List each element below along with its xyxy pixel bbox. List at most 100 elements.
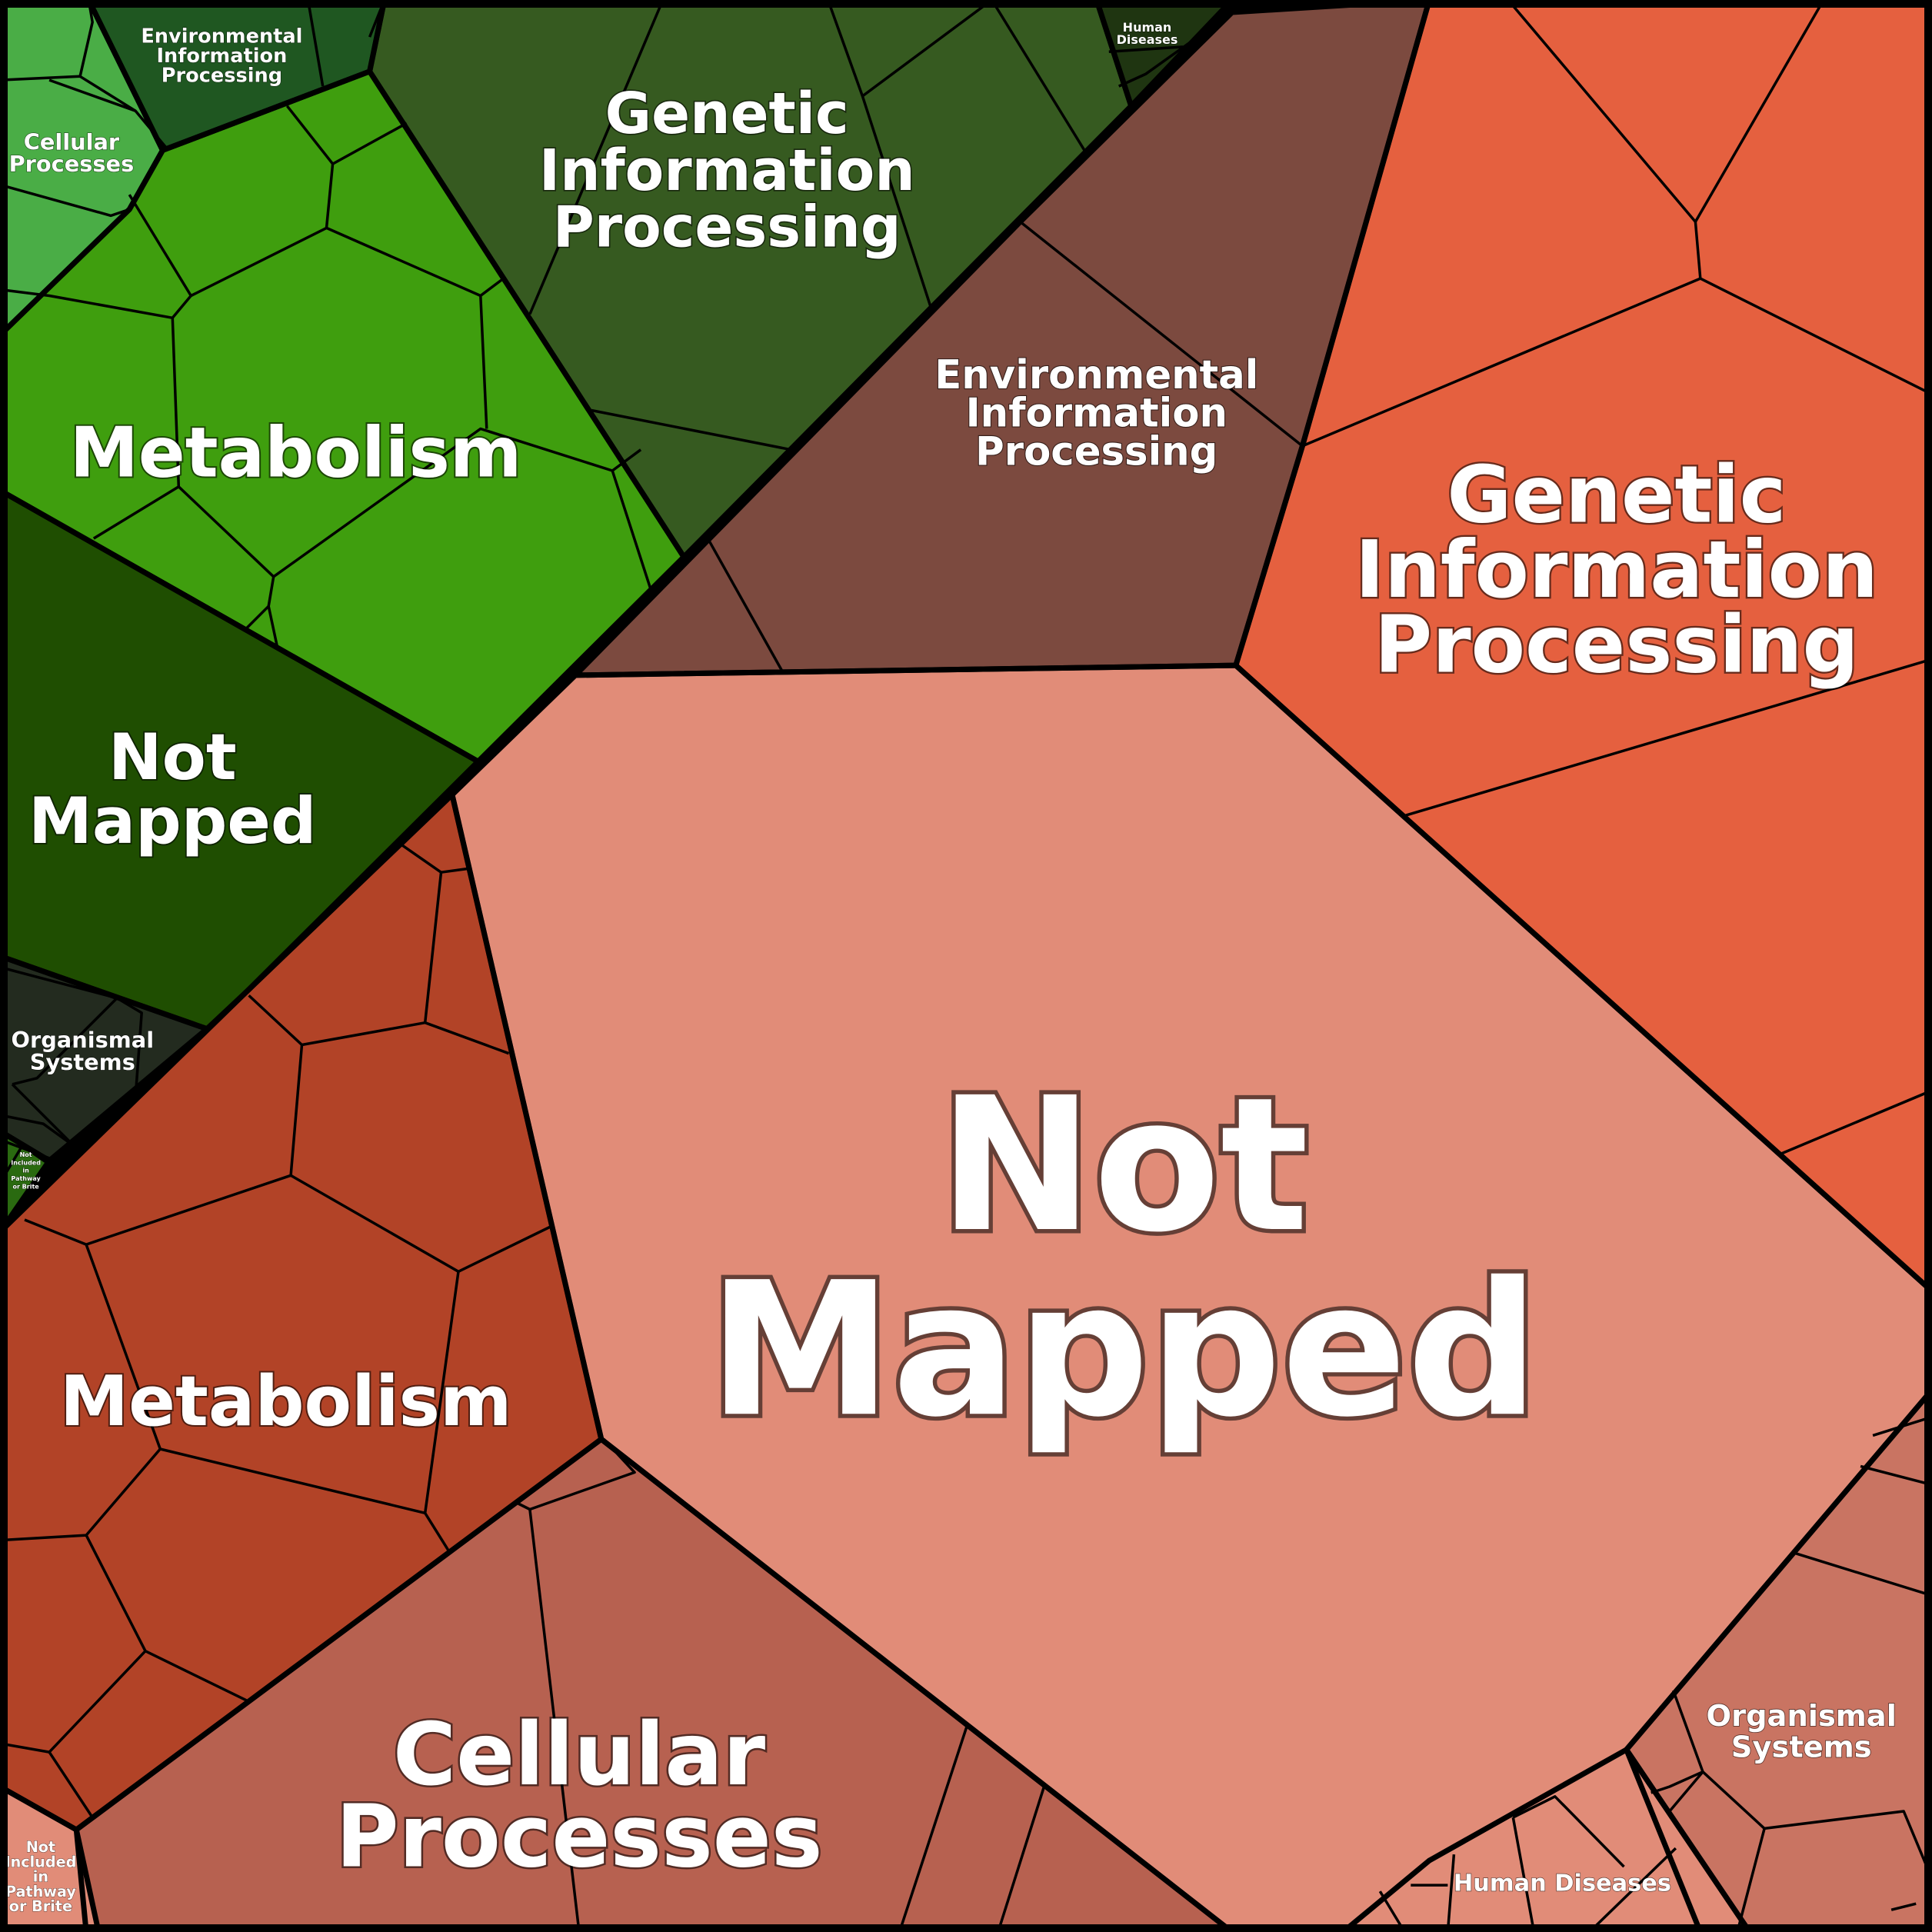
sub-cell-edge xyxy=(479,295,488,429)
label-line: Environmental xyxy=(141,25,302,48)
label-g-metab: Metabolism xyxy=(70,413,522,493)
sub-cell-edge xyxy=(24,1044,304,1246)
label-line: Not xyxy=(20,1151,32,1158)
label-line: Environmental xyxy=(934,352,1258,398)
label-g-notinc: Not Included in Pathway or Brite xyxy=(11,1151,41,1191)
sub-cell-edge xyxy=(0,1742,50,1754)
sub-cell-edge xyxy=(306,0,325,87)
label-line: Metabolism xyxy=(60,1362,512,1442)
label-r-notinc: Not Included in Pathway or Brite xyxy=(5,1838,76,1915)
label-r-gip: Genetic Information Processing xyxy=(1355,450,1878,691)
sub-cell-edge xyxy=(611,448,642,472)
sub-cell-edge xyxy=(517,1501,531,1511)
label-line: Processing xyxy=(553,195,901,261)
label-line: Not xyxy=(108,720,237,794)
sub-cell-edge xyxy=(591,408,791,451)
label-line: Not xyxy=(26,1838,55,1856)
label-line: or Brite xyxy=(12,1184,39,1191)
label-line: Genetic xyxy=(605,82,849,147)
label-line: Not xyxy=(939,1058,1309,1273)
sub-cell-edge xyxy=(707,538,784,672)
label-line: Included xyxy=(5,1853,76,1870)
label-g-notmapped: Not Mapped xyxy=(28,720,316,858)
sub-cell-edge xyxy=(861,0,993,98)
label-line: Diseases xyxy=(1117,32,1178,47)
label-line: Processing xyxy=(975,428,1217,475)
label-line: Information xyxy=(1355,525,1878,616)
label-line: Metabolism xyxy=(70,413,522,493)
sub-cell-edge xyxy=(528,1509,581,1932)
label-line: Pathway xyxy=(11,1175,41,1182)
sub-cell-edge xyxy=(1792,1551,1932,1597)
sub-cell-edge xyxy=(1512,1795,1625,1868)
sub-cell-edge xyxy=(1446,1854,1456,1932)
sub-cell-edge xyxy=(991,0,1088,155)
label-line: Mapped xyxy=(708,1242,1539,1457)
border-g-human xyxy=(1094,0,1235,109)
label-r-eip: Environmental Information Processing xyxy=(934,352,1258,475)
sub-cell-edge xyxy=(424,1512,451,1554)
label-line: Organismal xyxy=(12,1027,155,1053)
label-line: in xyxy=(22,1168,29,1174)
sub-cell-edge xyxy=(0,183,130,218)
label-g-org: Organismal Systems xyxy=(12,1027,155,1075)
label-line: Mapped xyxy=(28,784,316,858)
sub-cell-edge xyxy=(1108,45,1184,54)
label-line: Systems xyxy=(30,1049,135,1075)
sub-cell-edge xyxy=(1700,277,1932,396)
sub-cell-edge xyxy=(1890,1902,1917,1911)
sub-cell-edge xyxy=(1588,1847,1677,1932)
sub-cell-edge xyxy=(1404,658,1932,818)
label-line: Processing xyxy=(1374,599,1859,691)
sub-cell-edge xyxy=(171,318,652,590)
border-g-cell xyxy=(0,0,165,338)
label-line: Systems xyxy=(1731,1730,1872,1765)
label-r-human: Human Diseases xyxy=(1454,1870,1671,1897)
label-line: Included xyxy=(11,1159,41,1166)
sub-cell-edge xyxy=(48,78,136,112)
sub-cell-edge xyxy=(128,163,335,298)
label-g-cell: Cellular Processes xyxy=(9,128,135,177)
sub-cell-edge xyxy=(1651,1690,1704,1794)
border-r-notinc xyxy=(0,1784,102,1932)
label-r-org: Organismal Systems xyxy=(1707,1699,1897,1764)
label-r-cell: Cellular Processes xyxy=(335,1705,822,1887)
label-g-eip: Environmental Information Processing xyxy=(141,25,302,87)
sub-cell-edge xyxy=(1764,1810,1932,1880)
sub-cell-edge xyxy=(1511,1817,1536,1932)
label-line: Processes xyxy=(335,1787,822,1887)
sub-cell-edge xyxy=(1778,1089,1932,1156)
label-line: Human Diseases xyxy=(1454,1870,1671,1897)
label-g-human: Human Diseases xyxy=(1117,20,1178,47)
label-line: Cellular xyxy=(393,1705,765,1805)
border-g-notinc xyxy=(0,1128,52,1235)
sub-cell-edge xyxy=(245,605,270,630)
label-line: Information xyxy=(539,138,915,204)
border-g-notmapped xyxy=(0,488,481,1032)
label-line: or Brite xyxy=(9,1897,72,1915)
label-line: Processing xyxy=(162,65,282,88)
label-line: Genetic xyxy=(1447,450,1786,541)
label-line: Processes xyxy=(9,151,135,177)
sub-cell-edge xyxy=(441,867,469,874)
sub-cell-edge xyxy=(1860,1464,1932,1487)
sub-cell-edge xyxy=(0,1114,75,1148)
sub-cell-edge xyxy=(85,1244,460,1515)
sub-cell-edge xyxy=(425,1021,510,1055)
sub-cell-edge xyxy=(92,485,180,540)
label-g-gip: Genetic Information Processing xyxy=(539,82,915,260)
sub-cell-edge xyxy=(898,1724,969,1932)
sub-cell-edge xyxy=(0,288,192,320)
label-line: Information xyxy=(156,45,287,68)
border-r-cell xyxy=(73,1436,1235,1932)
label-line: Information xyxy=(966,391,1227,437)
label-line: Organismal xyxy=(1707,1699,1897,1734)
sub-cell-edge xyxy=(997,1784,1047,1932)
sub-cell-edge xyxy=(528,0,665,315)
label-r-notmapped: Not Mapped xyxy=(708,1058,1539,1457)
label-line: in xyxy=(33,1868,48,1886)
